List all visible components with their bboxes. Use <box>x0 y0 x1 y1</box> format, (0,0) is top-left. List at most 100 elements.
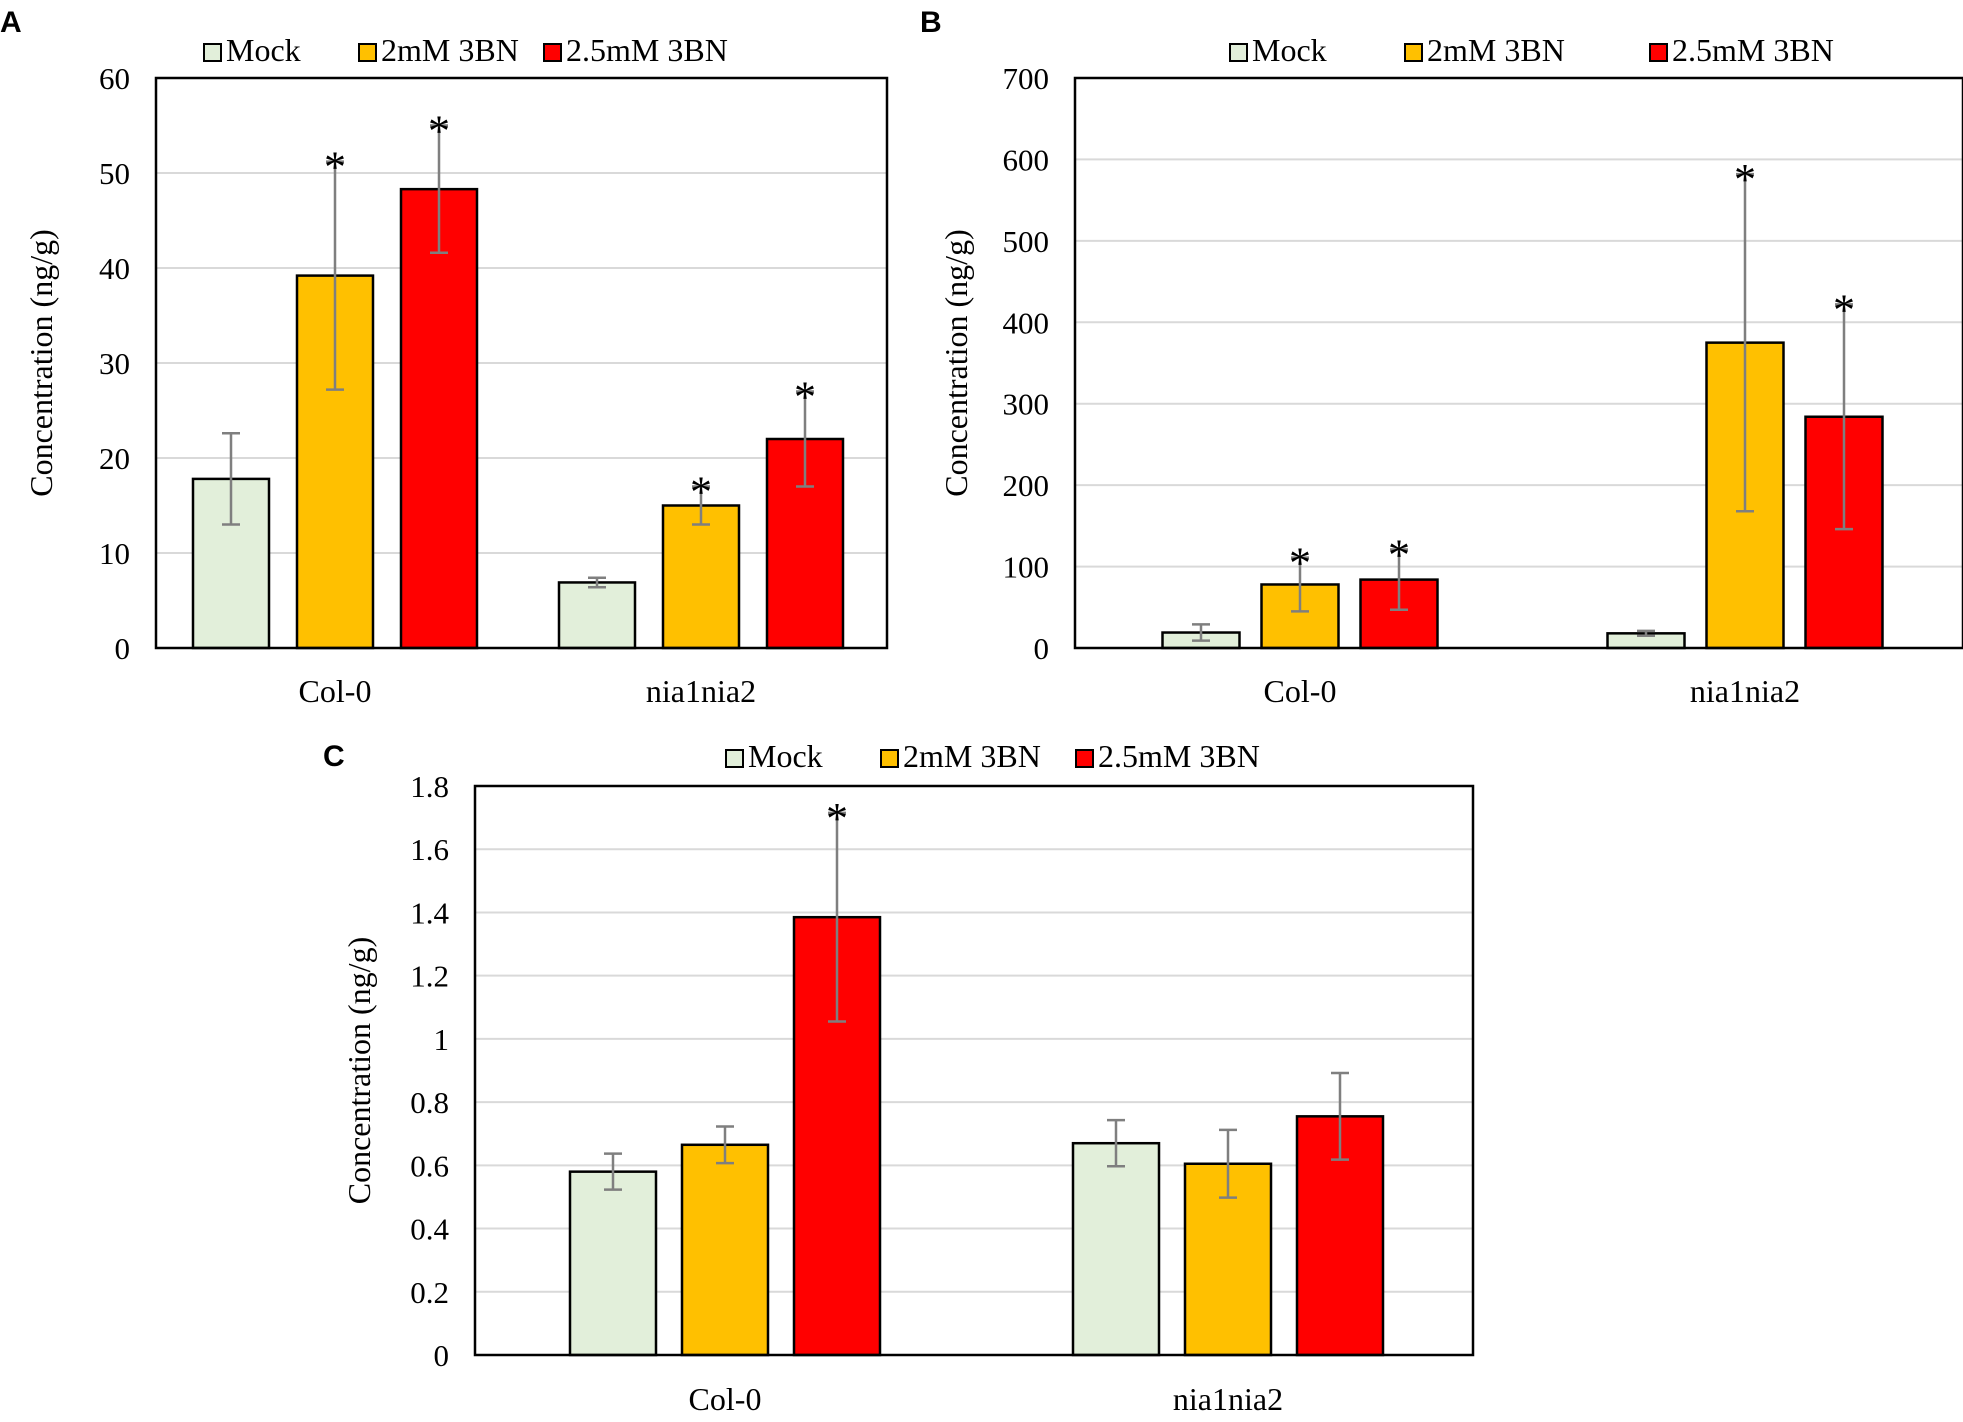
y-tick-label: 0.6 <box>410 1148 449 1183</box>
bar-2mm-3bn-nia1nia2 <box>1183 1162 1273 1357</box>
legend-label: Mock <box>226 32 301 68</box>
legend-swatch <box>1075 749 1094 768</box>
y-tick-label: 300 <box>1003 387 1050 422</box>
plot-frame <box>154 76 889 650</box>
x-category-label: nia1nia2 <box>1173 1381 1283 1417</box>
chart-panel-a: A 0 10 20 30 40 50 60 * * Col-0 * * nia1nia2 Concentra… <box>0 6 889 709</box>
y-tick-label: 0.2 <box>410 1275 449 1310</box>
y-tick-label: 0 <box>115 631 131 666</box>
y-axis-title: Concentration (ng/g) <box>23 229 59 496</box>
significance-asterisk: * <box>794 373 816 422</box>
y-tick-label: 1.8 <box>410 769 449 804</box>
y-axis-title: Concentration (ng/g) <box>938 229 974 496</box>
y-tick-label: 10 <box>99 536 130 571</box>
error-bar <box>796 390 814 488</box>
y-tick-label: 0.4 <box>410 1212 449 1247</box>
y-tick-label: 0.8 <box>410 1085 449 1120</box>
bar-2mm-3bn-col-0 <box>680 1143 770 1357</box>
error-bar <box>1331 1071 1349 1161</box>
legend-label: Mock <box>748 738 823 774</box>
y-tick-label: 100 <box>1003 550 1050 585</box>
legend-label: 2mM 3BN <box>903 738 1041 774</box>
y-tick-label: 0 <box>1034 631 1050 666</box>
bar-2mm-3bn-nia1nia2 <box>661 504 741 650</box>
bar-2-5mm-3bn-col-0 <box>1359 578 1439 650</box>
y-tick-label: 1.4 <box>410 895 449 930</box>
plot-frame <box>1073 76 1963 650</box>
error-bar <box>1291 556 1309 613</box>
significance-asterisk: * <box>1388 530 1410 579</box>
bar-mock-col-0 <box>568 1170 658 1357</box>
y-tick-label: 1.2 <box>410 959 449 994</box>
y-tick-label: 1.6 <box>410 832 449 867</box>
legend-swatch <box>1649 43 1668 62</box>
legend-swatch <box>725 749 744 768</box>
x-category-label: nia1nia2 <box>1690 673 1800 709</box>
y-tick-label: 400 <box>1003 305 1050 340</box>
y-tick-label: 60 <box>99 61 130 96</box>
legend-swatch <box>1229 43 1248 62</box>
y-tick-label: 600 <box>1003 142 1050 177</box>
error-bar <box>1219 1128 1237 1199</box>
panel-letter-b: B <box>920 6 942 39</box>
legend-label: 2.5mM 3BN <box>1672 32 1834 68</box>
error-bar <box>326 160 344 391</box>
panel-letter-a: A <box>0 6 22 39</box>
error-bar <box>1637 629 1655 638</box>
legend-swatch <box>880 749 899 768</box>
y-tick-label: 30 <box>99 346 130 381</box>
bar-2-5mm-3bn-col-0 <box>399 187 479 650</box>
chart-panel-c: C 0 0.2 0.4 0.6 0.8 1 1.2 1.4 1.6 1.8 * Col-0 nia1nia… <box>323 738 1475 1417</box>
legend: Mock 2mM 3BN 2.5mM 3BN <box>725 738 1260 774</box>
y-tick-label: 1 <box>434 1022 450 1057</box>
x-category-label: Col-0 <box>1264 673 1337 709</box>
significance-asterisk: * <box>826 794 848 843</box>
error-bar <box>692 485 710 526</box>
significance-asterisk: * <box>324 143 346 192</box>
legend-swatch <box>203 43 222 62</box>
legend: Mock 2mM 3BN 2.5mM 3BN <box>203 32 728 68</box>
error-bar <box>828 811 846 1023</box>
x-category-label: Col-0 <box>299 673 372 709</box>
significance-asterisk: * <box>428 107 450 156</box>
x-category-label: nia1nia2 <box>646 673 756 709</box>
significance-asterisk: * <box>690 468 712 517</box>
error-bar <box>604 1152 622 1191</box>
error-bar <box>1192 623 1210 642</box>
error-bar <box>1390 548 1408 611</box>
plot-frame <box>473 784 1475 1357</box>
error-bar <box>1107 1118 1125 1168</box>
chart-panel-b: B 0 100 200 300 400 500 600 700 * * Col-0 * * nia1nia2… <box>920 6 1963 709</box>
legend-label: 2.5mM 3BN <box>566 32 728 68</box>
y-axis-title: Concentration (ng/g) <box>341 937 377 1204</box>
significance-asterisk: * <box>1289 539 1311 588</box>
bar-mock-nia1nia2 <box>1071 1141 1161 1357</box>
legend-label: 2mM 3BN <box>381 32 519 68</box>
legend-label: Mock <box>1252 32 1327 68</box>
error-bar <box>716 1125 734 1165</box>
bar-mock-nia1nia2 <box>557 581 637 650</box>
legend-label: 2.5mM 3BN <box>1098 738 1260 774</box>
y-tick-label: 500 <box>1003 224 1050 259</box>
legend-swatch <box>358 43 377 62</box>
y-tick-label: 200 <box>1003 468 1050 503</box>
legend-swatch <box>1404 43 1423 62</box>
error-bar <box>222 432 240 526</box>
x-category-label: Col-0 <box>689 1381 762 1417</box>
error-bar <box>1736 172 1754 513</box>
y-tick-label: 40 <box>99 251 130 286</box>
y-tick-label: 700 <box>1003 61 1050 96</box>
panel-letter-c: C <box>323 740 345 773</box>
legend-label: 2mM 3BN <box>1427 32 1565 68</box>
legend: Mock 2mM 3BN 2.5mM 3BN <box>1229 32 1834 68</box>
y-tick-label: 20 <box>99 441 130 476</box>
error-bar <box>430 124 448 255</box>
error-bar <box>1835 303 1853 531</box>
error-bar <box>588 576 606 589</box>
significance-asterisk: * <box>1833 285 1855 334</box>
significance-asterisk: * <box>1734 155 1756 204</box>
legend-swatch <box>543 43 562 62</box>
y-tick-label: 0 <box>434 1338 450 1373</box>
y-tick-label: 50 <box>99 156 130 191</box>
